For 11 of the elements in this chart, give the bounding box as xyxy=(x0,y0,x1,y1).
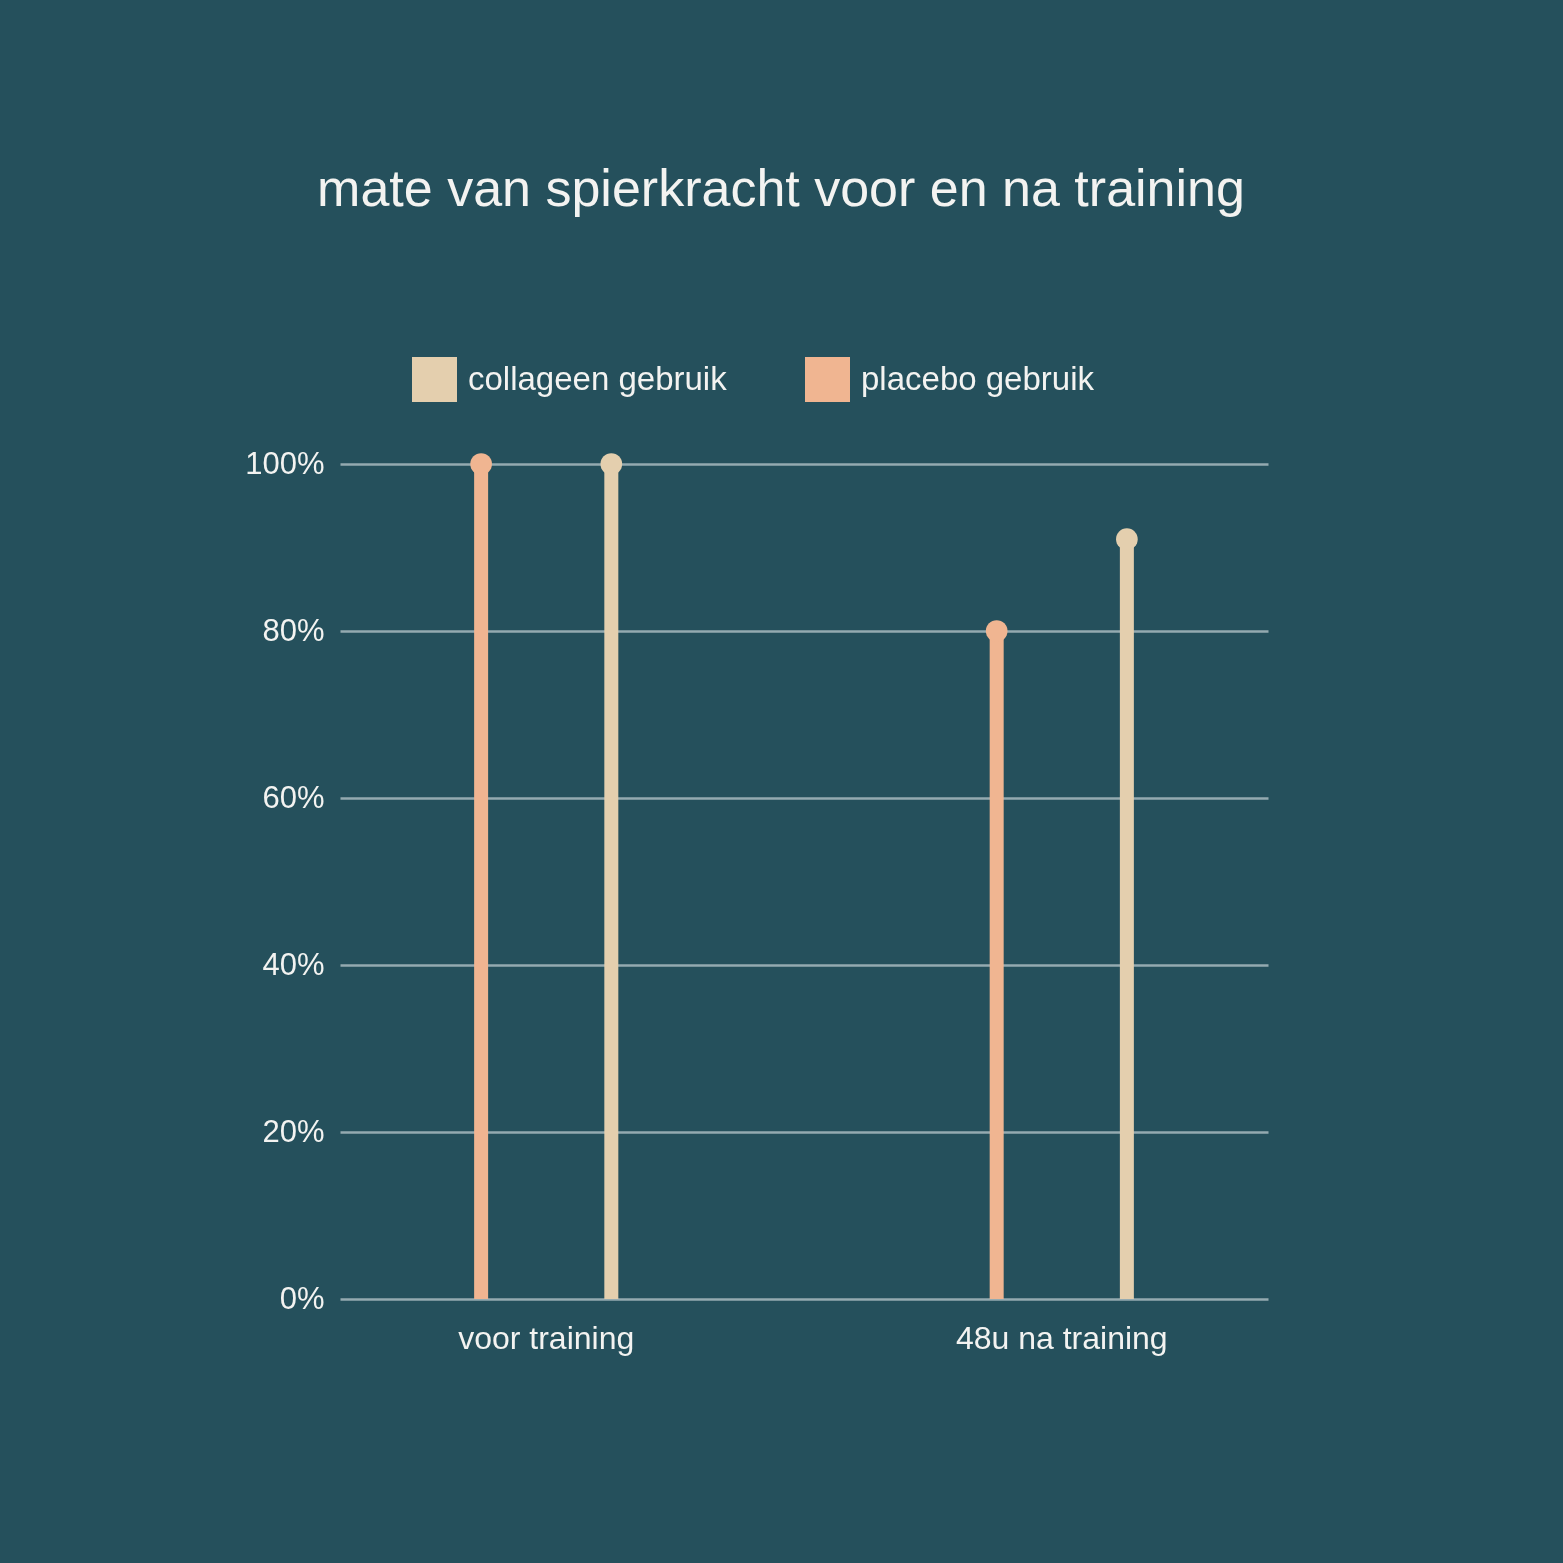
y-tick-label: 0% xyxy=(279,1280,325,1316)
y-tick-label: 20% xyxy=(262,1113,325,1149)
y-tick-label: 60% xyxy=(262,779,325,815)
chart-title: mate van spierkracht voor en na training xyxy=(317,159,1245,217)
y-tick-label: 80% xyxy=(262,612,325,648)
y-tick-label: 40% xyxy=(262,946,325,982)
y-tick-label: 100% xyxy=(245,445,325,481)
x-tick-label: 48u na training xyxy=(955,1319,1168,1356)
legend-label: collageen gebruik xyxy=(468,359,728,397)
legend-label: placebo gebruik xyxy=(861,359,1095,397)
x-tick-label: voor training xyxy=(458,1319,635,1356)
